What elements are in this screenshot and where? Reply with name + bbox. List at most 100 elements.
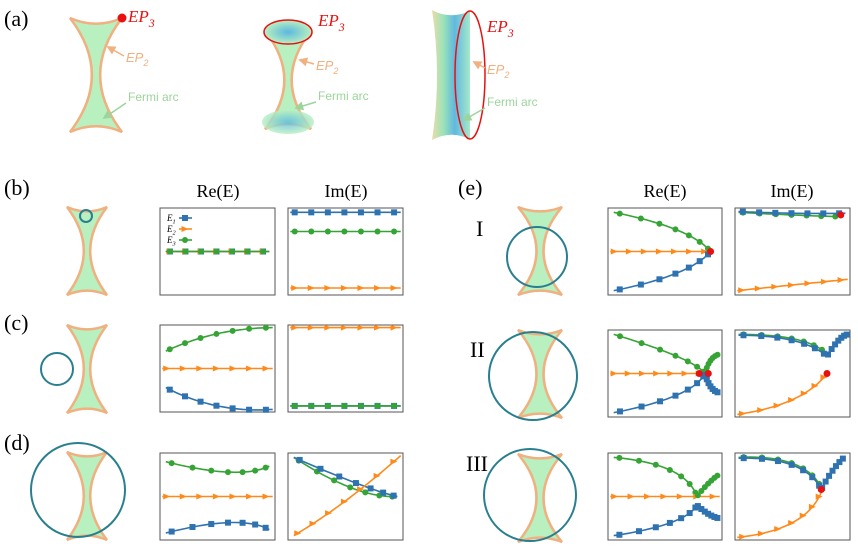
marker	[374, 324, 382, 331]
legend-label: E1	[166, 213, 176, 226]
marker	[229, 365, 237, 372]
plot-frame	[287, 207, 404, 296]
marker	[656, 220, 663, 227]
hourglass	[517, 328, 563, 420]
legend-label-base: E	[166, 235, 173, 245]
marker	[705, 510, 712, 517]
marker	[182, 215, 188, 221]
marker	[808, 503, 816, 510]
marker	[380, 489, 387, 496]
marker	[616, 333, 623, 340]
marker	[739, 533, 747, 540]
marker	[832, 341, 839, 348]
marker	[390, 458, 398, 465]
marker	[788, 210, 795, 217]
marker	[638, 340, 645, 347]
marker	[212, 493, 220, 500]
marker	[229, 405, 236, 412]
marker	[307, 285, 315, 292]
marker	[835, 337, 842, 344]
arrow	[462, 107, 486, 121]
marker	[672, 226, 679, 233]
loop	[30, 442, 126, 538]
marker	[820, 374, 828, 381]
marker	[324, 402, 331, 409]
marker	[357, 402, 364, 409]
ep-point	[837, 211, 845, 219]
marker	[197, 398, 204, 405]
legend-label-sub: 3	[172, 241, 176, 248]
marker	[390, 324, 398, 331]
marker	[291, 402, 298, 409]
marker	[374, 285, 382, 292]
marker	[341, 228, 348, 235]
roman-label: II	[470, 337, 485, 362]
marker	[196, 493, 204, 500]
ep2-label-base: EP	[316, 58, 334, 73]
marker	[701, 248, 709, 255]
marker	[684, 386, 691, 393]
marker	[213, 248, 220, 255]
marker	[166, 386, 173, 393]
marker	[357, 228, 364, 235]
marker	[611, 493, 619, 500]
marker	[624, 370, 632, 377]
marker	[837, 277, 845, 284]
marker	[181, 226, 189, 232]
marker	[616, 286, 623, 293]
marker	[213, 402, 220, 409]
marker	[182, 340, 189, 347]
hourglass	[517, 205, 563, 297]
marker	[610, 370, 618, 377]
marker	[640, 248, 648, 255]
marker	[179, 493, 187, 500]
panel-label: (a)	[4, 6, 28, 31]
marker	[296, 456, 303, 463]
roman-label: III	[466, 451, 488, 476]
legend-label-sub: 2	[173, 230, 177, 237]
marker	[340, 285, 348, 292]
marker	[324, 285, 332, 292]
marker	[291, 324, 299, 331]
marker	[294, 530, 302, 537]
marker	[182, 237, 188, 243]
marker	[758, 332, 765, 339]
marker	[829, 467, 836, 474]
legend-label-base: E	[166, 224, 173, 234]
marker	[224, 519, 231, 526]
marker	[229, 327, 236, 334]
marker	[758, 455, 765, 462]
marker	[637, 215, 644, 222]
marker	[843, 331, 850, 338]
marker	[357, 324, 365, 331]
marker	[820, 350, 827, 357]
marker	[374, 402, 381, 409]
marker	[684, 358, 691, 365]
marker	[616, 210, 623, 217]
loop	[40, 352, 74, 386]
marker	[347, 484, 354, 491]
marker	[291, 209, 298, 216]
marker	[694, 363, 701, 370]
marker	[246, 406, 253, 413]
marker	[179, 365, 187, 372]
marker	[694, 503, 701, 510]
loop	[79, 209, 93, 223]
loop	[488, 331, 578, 421]
hourglass	[517, 452, 563, 544]
arrow	[102, 102, 127, 120]
ep2-label: EP2	[316, 58, 338, 76]
marker	[336, 473, 343, 480]
marker	[616, 531, 623, 538]
marker	[839, 455, 846, 462]
ep3-label: EP3	[317, 11, 345, 34]
marker	[262, 524, 269, 531]
column-header: Re(E)	[644, 181, 687, 202]
marker	[308, 402, 315, 409]
marker	[291, 228, 298, 235]
marker	[262, 464, 269, 471]
loop	[506, 226, 568, 288]
marker	[262, 406, 269, 413]
marker	[774, 334, 781, 341]
arrow	[294, 101, 317, 111]
